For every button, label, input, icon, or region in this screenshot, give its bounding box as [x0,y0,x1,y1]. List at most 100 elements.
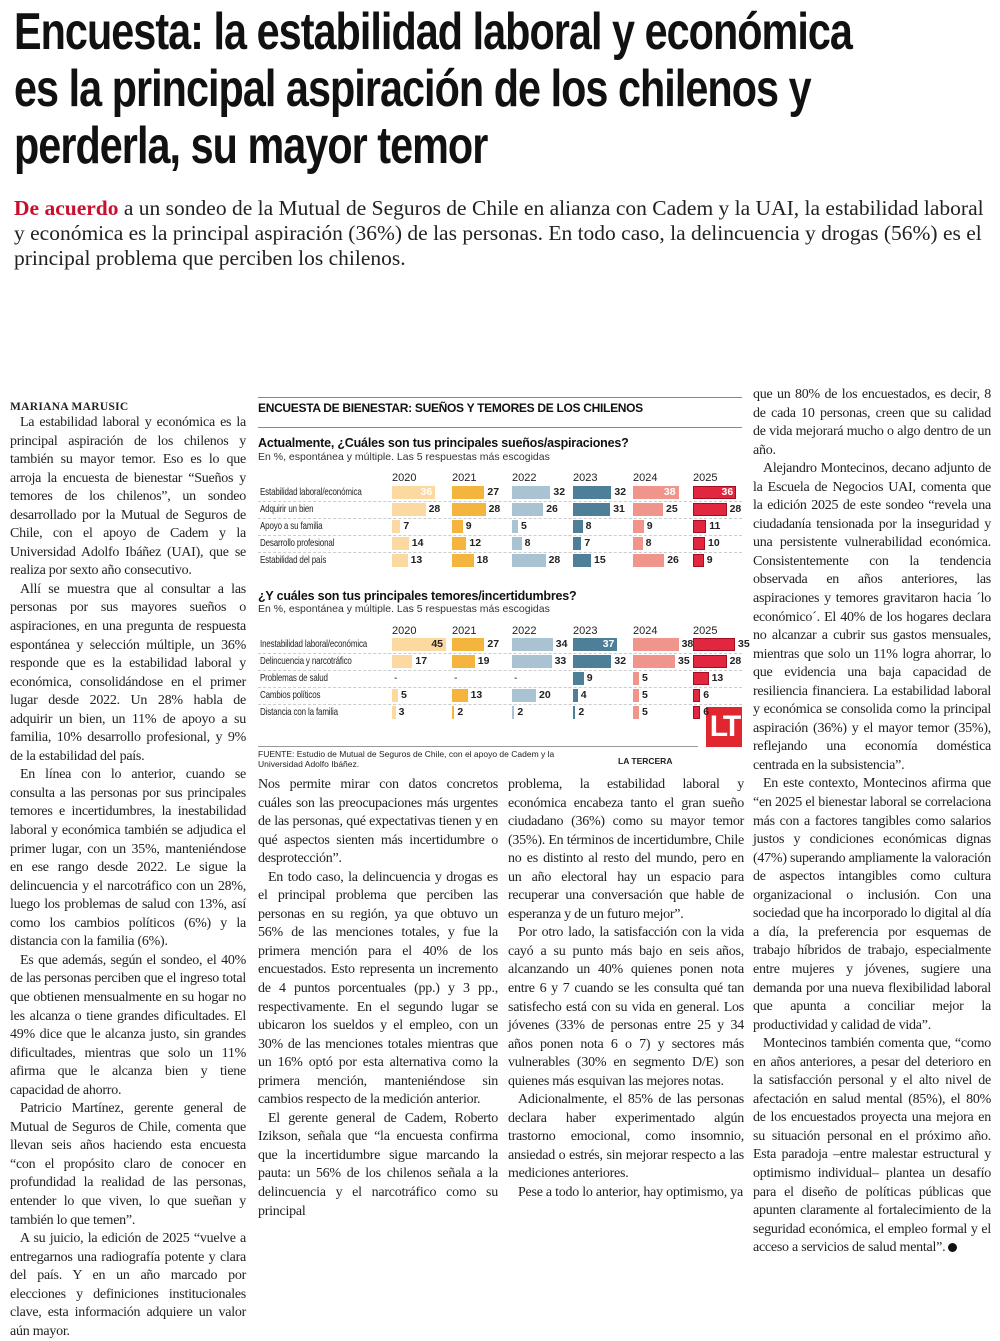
bar-2020 [392,554,408,567]
chart-2-title: ¿Y cuáles son tus principales temores/in… [258,589,577,603]
year-label: 2021 [452,625,477,637]
value-label: 28 [428,503,441,515]
bar-2022 [512,655,552,668]
category-label: Estabilidad del país [260,554,327,566]
value-label: 5 [642,706,648,718]
value-label: 9 [586,672,593,684]
value-label: 4 [580,689,587,701]
byline: MARIANA MARUSIC [10,401,129,413]
bar-2021 [452,638,485,651]
value-label: 20 [539,689,551,701]
article-paragraph: problema, la estabilidad laboral y econó… [508,777,744,922]
value-label: 28 [488,503,501,515]
value-label: 6 [703,706,710,718]
bar-2020 [392,537,409,550]
row-separator [258,704,742,705]
lede-kicker: De acuerdo [14,196,119,220]
article-paragraph: que un 80% de los encuestados, es decir,… [753,387,991,458]
value-label: 15 [594,554,606,566]
infographic-title: ENCUESTA DE BIENESTAR: SUEÑOS Y TEMORES … [258,401,643,415]
value-label: 38 [681,638,694,650]
value-label: 27 [487,486,500,498]
value-label: 8 [585,520,592,532]
missing-value: - [514,672,518,684]
value-label: 9 [646,520,653,532]
bar-2024 [633,655,675,668]
bar-2025 [693,689,701,702]
value-label: 37 [602,638,615,650]
bar-2021 [452,486,485,499]
year-label: 2024 [633,625,658,637]
value-label: 26 [667,554,679,566]
row-separator [258,518,742,519]
headline-line: perderla, su mayor temor [14,117,488,175]
year-label: 2023 [573,472,598,484]
category-label: Estabilidad laboral/económica [260,486,362,498]
la-tercera-logo: LT [706,707,742,747]
value-label: 14 [411,537,424,549]
value-label: 26 [546,503,558,515]
value-label: 2 [457,706,464,718]
bar-2025 [693,672,709,685]
bar-2021 [452,554,474,567]
article-paragraph: Es que además, según el sondeo, el 40% d… [10,952,246,1098]
article-paragraph: El gerente general de Cadem, Roberto Izi… [258,1110,498,1219]
lede-text: a un sondeo de la Mutual de Seguros de C… [14,196,984,270]
bar-2022 [512,486,551,499]
value-label: 6 [703,689,710,701]
year-label: 2021 [452,472,477,484]
missing-value: - [454,672,458,684]
value-label: 34 [555,638,568,650]
bar-2025 [693,503,727,516]
value-label: 11 [709,520,721,532]
lede: De acuerdo a un sondeo de la Mutual de S… [14,196,989,271]
year-label: 2020 [392,625,417,637]
value-label: 5 [401,689,407,701]
year-label: 2022 [512,472,537,484]
bar-2024 [633,672,639,685]
value-label: 27 [487,638,500,650]
article-column-2: Nos permite mirar con datos concretos cu… [258,776,498,1221]
value-label: 35 [738,638,750,650]
article-column-1: MARIANA MARUSIC La estabilidad laboral y… [10,400,246,1341]
article-paragraph: Montecinos también comenta que, “como en… [753,1036,991,1256]
bar-2022 [512,554,546,567]
article-paragraph: Adicionalmente, el 85% de las personas d… [508,1092,744,1182]
year-label: 2023 [573,625,598,637]
bar-2022 [512,520,518,533]
value-label: 36 [721,486,734,498]
value-label: 38 [663,486,676,498]
bar-2020 [392,689,398,702]
chart-1-subtitle: En %, espontánea y múltiple. Las 5 respu… [258,451,550,463]
bar-2021 [452,520,463,533]
value-label: 9 [706,554,713,566]
survey-infographic: ENCUESTA DE BIENESTAR: SUEÑOS Y TEMORES … [258,395,750,770]
article-column-4: que un 80% de los encuestados, es decir,… [753,386,991,1258]
bar-2020 [392,520,401,533]
bar-2025 [693,554,704,567]
value-label: 9 [465,520,472,532]
article-paragraph: En todo caso, la delincuencia y drogas e… [258,869,498,1108]
value-label: 32 [614,486,627,498]
headline-line: Encuesta: la estabilidad laboral y econó… [14,3,853,61]
chart-2-subtitle: En %, espontánea y múltiple. Las 5 respu… [258,603,550,615]
row-separator [258,501,742,502]
value-label: 13 [470,689,483,701]
bar-2023 [573,655,612,668]
end-of-article-icon [948,1243,958,1253]
bar-2024 [633,638,679,651]
value-label: 28 [548,554,561,566]
bar-2020 [392,638,446,651]
bar-2021 [452,503,486,516]
bar-2024 [633,520,644,533]
article-paragraph: En este contexto, Montecinos afirma que … [753,776,991,1033]
bar-2020 [392,706,396,719]
bar-2025 [693,537,705,550]
value-label: 7 [584,537,591,549]
article-column-3: problema, la estabilidad laboral y econó… [508,776,744,1203]
category-label: Adquirir un bien [260,503,314,515]
bar-2025 [693,520,707,533]
source-note: FUENTE: Estudio de Mutual de Seguros de … [258,749,555,769]
value-label: 8 [524,537,531,549]
year-label: 2025 [693,625,718,637]
